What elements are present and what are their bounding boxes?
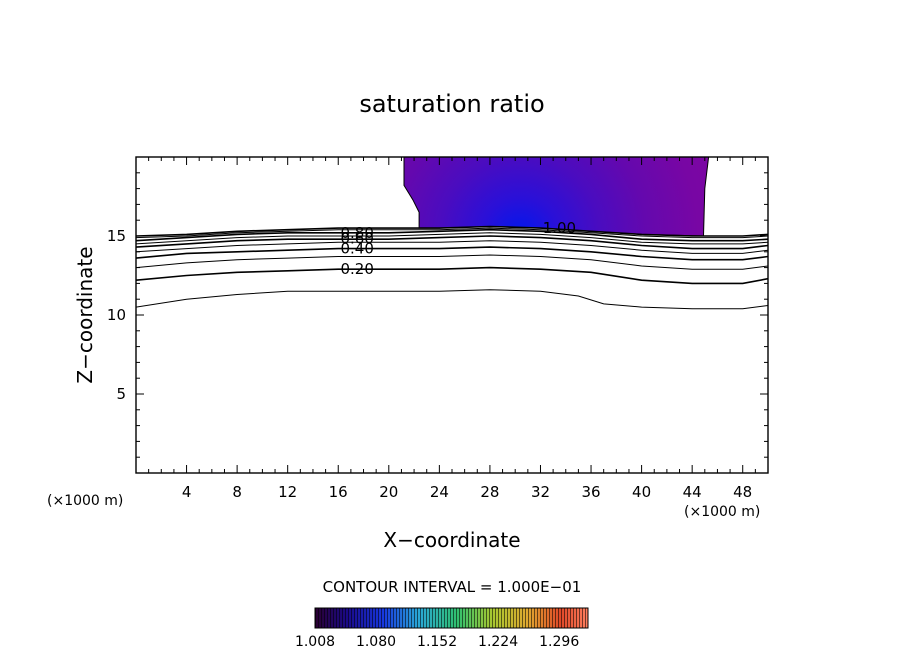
contour-label: 0.20 [340, 260, 373, 278]
contour-lines [136, 225, 768, 310]
contour-label: 0.80 [340, 224, 373, 242]
colorbar-tick-label: 1.296 [539, 634, 579, 650]
x-tick-label: 8 [232, 483, 242, 501]
x-tick-label: 4 [182, 483, 192, 501]
x-tick-label: 12 [278, 483, 297, 501]
x-tick-label: 32 [531, 483, 550, 501]
colorbar-tick-label: 1.224 [478, 634, 518, 650]
colorbar-frame [314, 607, 589, 629]
contour-label: 0.60 [340, 229, 373, 247]
contour-line-0.2 [136, 266, 768, 285]
contour-interval: CONTOUR INTERVAL = 1.000E−01 [323, 578, 582, 596]
colorbar: 1.008 1.080 1.152 1.224 1.296 [295, 607, 589, 650]
contour-line-0.1 [136, 289, 768, 310]
x-tick-label: 20 [379, 483, 398, 501]
contour-line-1.0 [136, 225, 768, 237]
x-tick-labels: 4 8 12 16 20 24 28 32 36 40 44 48 [182, 483, 752, 501]
x-tick-label: 36 [581, 483, 600, 501]
contour-line-0.4 [136, 246, 768, 261]
x-tick-label: 40 [632, 483, 651, 501]
contour-line-0.6 [136, 235, 768, 250]
x-tick-label: 24 [430, 483, 449, 501]
axis-ticks [136, 157, 768, 473]
x-tick-label: 16 [329, 483, 348, 501]
x-axis-label: X−coordinate [383, 528, 520, 552]
y-axis-label: Z−coordinate [73, 246, 97, 383]
x-tick-label: 48 [733, 483, 752, 501]
contour-label: 1.00 [543, 219, 576, 237]
contour-line-0.8 [136, 228, 768, 242]
colorbar-tick-labels: 1.008 1.080 1.152 1.224 1.296 [295, 634, 579, 650]
contour-line-0.5 [136, 240, 768, 254]
contour-line-0.9 [136, 227, 768, 239]
chart-title: saturation ratio [359, 90, 544, 118]
y-tick-label: 5 [116, 385, 126, 403]
x-tick-label: 44 [683, 483, 702, 501]
contour-line-0.3 [136, 254, 768, 270]
colorbar-tick-label: 1.152 [417, 634, 457, 650]
colorbar-tick-label: 1.008 [295, 634, 335, 650]
x-unit-right: (×1000 m) [684, 504, 760, 520]
x-unit-left: (×1000 m) [47, 493, 123, 509]
colorbar-stripes [315, 608, 588, 628]
contour-label: 0.40 [340, 240, 373, 258]
x-tick-label: 28 [480, 483, 499, 501]
contour-line-0.7 [136, 232, 768, 245]
y-tick-labels: 5 10 15 [107, 227, 126, 403]
y-tick-label: 15 [107, 227, 126, 245]
contour-labels: 0.800.600.40 0.20 1.00 [340, 219, 576, 278]
y-tick-label: 10 [107, 306, 126, 324]
colorbar-tick-label: 1.080 [356, 634, 396, 650]
